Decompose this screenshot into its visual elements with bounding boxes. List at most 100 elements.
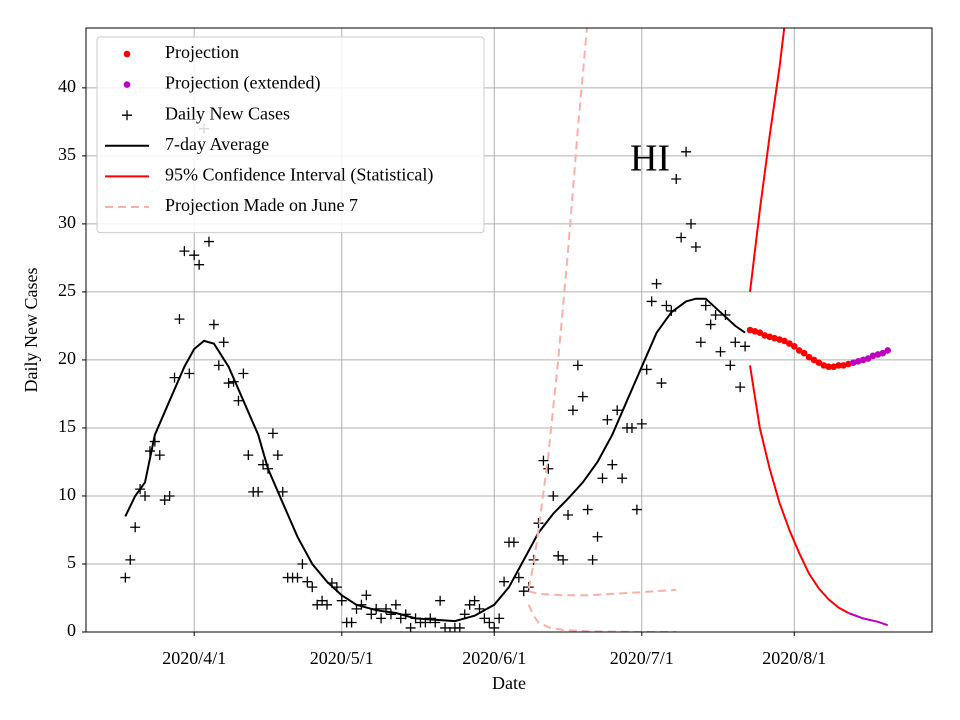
case-point [346,617,357,628]
projection-point [795,347,803,354]
projection-point [786,340,793,347]
case-point [705,319,716,330]
projection-point [884,347,892,354]
case-point [238,368,249,379]
case-point [454,622,465,632]
x-tick-label: 2020/6/1 [462,648,526,668]
case-point [336,595,347,606]
case-point [592,531,603,542]
y-tick-label: 0 [67,620,76,640]
case-point [444,627,455,632]
case-point [218,337,229,348]
case-point [292,572,303,583]
case-point [626,422,637,433]
legend-label: 95% Confidence Interval (Statistical) [165,165,433,186]
case-point [272,450,283,461]
x-axis-label: Date [492,673,526,693]
case-point [140,490,151,501]
y-tick-label: 5 [67,552,76,572]
y-tick-label: 25 [58,280,76,300]
case-point [312,599,323,610]
case-point [307,582,318,593]
case-point [617,473,628,484]
case-point [587,554,598,565]
plot-frame [85,27,933,633]
case-point [572,360,583,371]
case-point [479,613,490,624]
case-point [518,586,529,597]
case-point [189,250,200,261]
case-point [184,368,195,379]
y-tick-label: 20 [58,348,76,368]
case-point [125,554,136,565]
case-point [213,360,224,371]
series-line [848,612,889,627]
case-point [567,405,578,416]
case-point [390,599,401,610]
case-point [597,473,608,484]
case-point [194,259,205,270]
case-point [725,360,736,371]
case-point [695,337,706,348]
case-point [508,537,519,548]
case-point [631,504,642,515]
case-point [563,510,574,521]
case-point [553,550,564,561]
case-point [469,595,480,606]
case-point [602,414,613,425]
projection-point [800,349,808,357]
case-point [710,310,721,321]
case-point [489,622,500,632]
case-point [297,558,308,569]
projection-point [835,362,842,369]
case-point [607,459,618,470]
case-point [735,382,746,393]
annotation: HI [630,138,670,180]
series-line [749,28,786,293]
case-point [577,391,588,402]
projection-point [825,363,833,371]
case-point [700,300,711,311]
case-point [656,378,667,389]
legend-label: Projection (extended) [165,73,320,94]
case-point [179,246,190,257]
y-tick-label: 40 [58,76,76,96]
case-point [317,595,328,606]
case-point [277,486,288,497]
projection-point [879,349,887,357]
case-point [651,278,662,289]
case-point [499,576,510,587]
case-point [376,613,387,624]
x-tick-label: 2020/8/1 [762,648,826,668]
legend-label: 7-day Average [165,134,269,154]
case-point [322,599,333,610]
legend-label: Projection Made on June 7 [165,195,358,215]
case-point [253,486,264,497]
case-point [203,236,214,247]
legend-box [96,36,485,234]
legend-label: Daily New Cases [165,103,290,123]
case-point [681,146,692,157]
case-point [435,595,446,606]
series-line [527,604,677,632]
case-point [223,378,234,389]
case-point [715,346,726,357]
y-tick-label: 10 [58,484,76,504]
case-point [120,572,131,583]
case-point [548,490,559,501]
case-point [676,232,687,243]
case-point [385,609,396,620]
legend-label: Projection [165,42,239,62]
case-point [159,495,170,506]
series-line [528,588,677,597]
case-point [233,395,244,406]
projection-point [864,355,872,362]
case-point [543,463,554,474]
case-point [690,242,701,253]
x-tick-label: 2020/7/1 [610,648,674,668]
case-point [661,300,672,311]
case-point [440,622,451,632]
y-tick-label: 35 [58,144,76,164]
y-tick-label: 15 [58,416,76,436]
case-point [641,364,652,375]
